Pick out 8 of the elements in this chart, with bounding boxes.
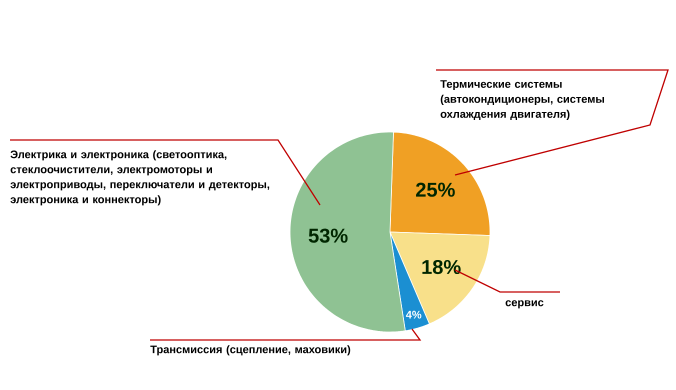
slice-label: Электрика и электроника (светооптика, стеклоочистители, электромоторы и электроприводы, переключатели и детекторы, электроника и коннекторы) xyxy=(10,150,270,206)
data-label: 25% xyxy=(416,182,455,197)
data-label: 18% xyxy=(422,260,461,274)
slice-label: Термические системы (автокондиционеры, системы охлаждения двигателя) xyxy=(440,80,604,120)
slice-label: Трансмиссия (сцепление, маховики) xyxy=(150,345,350,356)
data-label: 4% xyxy=(406,310,422,319)
slice-label: сервис xyxy=(506,300,544,308)
data-label: 53% xyxy=(308,228,348,243)
